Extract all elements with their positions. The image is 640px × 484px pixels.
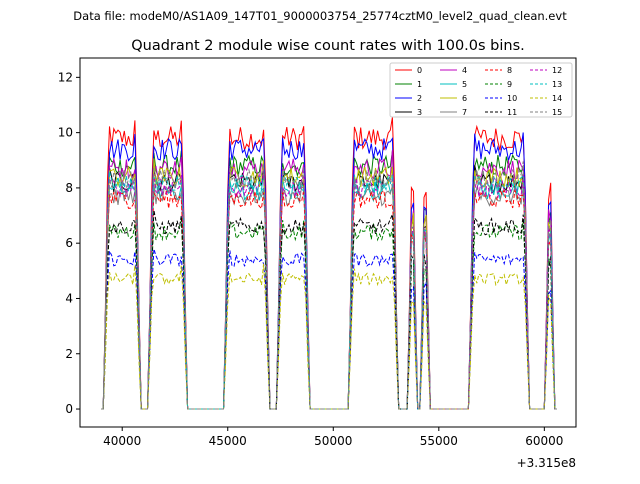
x-tick-label: 40000 bbox=[103, 434, 141, 448]
legend-label-6: 6 bbox=[462, 94, 467, 103]
series-line-13 bbox=[101, 171, 557, 410]
legend-box bbox=[389, 62, 573, 118]
legend-label-10: 10 bbox=[507, 94, 517, 103]
y-tick-label: 4 bbox=[65, 291, 73, 305]
series-line-8 bbox=[101, 188, 557, 410]
y-tick-label: 8 bbox=[65, 181, 73, 195]
figure-suptitle: Data file: modeM0/AS1A09_147T01_90000037… bbox=[73, 9, 567, 23]
series-line-14 bbox=[101, 263, 557, 410]
y-tick-label: 12 bbox=[58, 70, 73, 84]
legend-label-14: 14 bbox=[552, 94, 562, 103]
y-tick-label: 10 bbox=[58, 126, 73, 140]
series-line-6 bbox=[101, 158, 557, 410]
plot-frame bbox=[79, 57, 577, 428]
legend-label-3: 3 bbox=[417, 108, 422, 117]
x-tick-label: 45000 bbox=[209, 434, 247, 448]
legend-label-7: 7 bbox=[462, 108, 467, 117]
legend-label-0: 0 bbox=[417, 66, 422, 75]
y-tick-label: 0 bbox=[65, 402, 73, 416]
series-line-0 bbox=[101, 117, 557, 410]
legend-label-8: 8 bbox=[507, 66, 512, 75]
y-tick-label: 6 bbox=[65, 236, 73, 250]
series-line-12 bbox=[101, 174, 557, 410]
legend-label-1: 1 bbox=[417, 80, 422, 89]
y-tick-label: 2 bbox=[65, 347, 73, 361]
legend-label-9: 9 bbox=[507, 80, 512, 89]
x-tick-label: 55000 bbox=[420, 434, 458, 448]
legend-label-4: 4 bbox=[462, 66, 467, 75]
legend-label-5: 5 bbox=[462, 80, 467, 89]
legend-label-12: 12 bbox=[552, 66, 562, 75]
series-line-11 bbox=[101, 210, 557, 410]
x-offset-text: +3.315e8 bbox=[517, 456, 576, 470]
series-line-9 bbox=[101, 220, 557, 410]
chart-title: Quadrant 2 module wise count rates with … bbox=[131, 38, 525, 54]
series-line-5 bbox=[101, 173, 557, 410]
series-line-15 bbox=[101, 161, 557, 410]
legend-label-15: 15 bbox=[552, 108, 562, 117]
series-layer bbox=[101, 117, 557, 410]
x-tick-label: 50000 bbox=[314, 434, 352, 448]
series-line-10 bbox=[101, 248, 557, 410]
series-line-7 bbox=[101, 182, 557, 410]
x-tick-label: 60000 bbox=[525, 434, 563, 448]
series-line-3 bbox=[101, 165, 557, 410]
legend-label-2: 2 bbox=[417, 94, 422, 103]
legend-label-11: 11 bbox=[507, 108, 517, 117]
legend-label-13: 13 bbox=[552, 80, 562, 89]
